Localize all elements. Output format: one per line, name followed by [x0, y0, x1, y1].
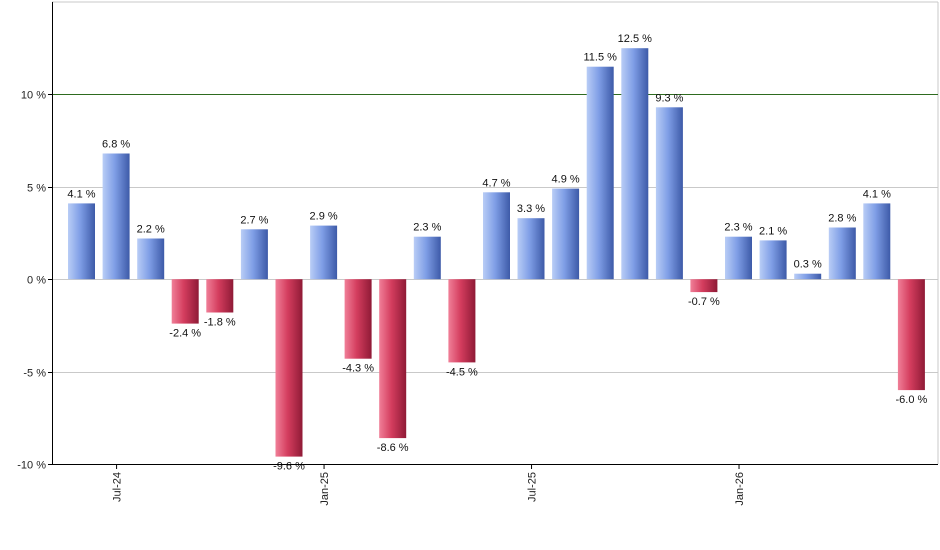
- bar: [344, 279, 372, 359]
- x-tick-label: Jan-26: [734, 472, 746, 506]
- bar: [725, 236, 752, 280]
- data-label: -4.3 %: [342, 363, 374, 375]
- bar: [448, 279, 476, 363]
- data-label: 2.2 %: [137, 224, 165, 236]
- data-label: 11.5 %: [583, 52, 617, 64]
- data-label: 4.1 %: [863, 188, 891, 200]
- bar: [794, 273, 822, 280]
- bar: [379, 279, 407, 439]
- y-tick-label: -10 %: [17, 460, 46, 472]
- y-tick-label: 10 %: [21, 90, 46, 102]
- bar: [483, 192, 510, 280]
- y-tick-label: 0 %: [27, 275, 46, 287]
- data-label: 4.1 %: [67, 188, 95, 200]
- bar: [275, 279, 303, 457]
- bar: [690, 279, 718, 293]
- data-label: -4.5 %: [446, 366, 478, 378]
- data-label: 9.3 %: [655, 92, 683, 104]
- data-label: 2.9 %: [310, 211, 338, 223]
- data-label: 2.7 %: [240, 214, 268, 226]
- data-label: 2.1 %: [759, 225, 787, 237]
- bar: [171, 279, 199, 324]
- data-label: 0.3 %: [794, 259, 822, 271]
- bar: [517, 218, 545, 280]
- bar: [240, 229, 268, 280]
- bar: [413, 236, 441, 280]
- bar: [655, 107, 683, 280]
- data-label: -6.0 %: [896, 394, 928, 406]
- data-label: 12.5 %: [618, 33, 652, 45]
- bar: [897, 279, 925, 391]
- data-label: 4.7 %: [482, 177, 510, 189]
- bar: [68, 203, 95, 280]
- x-tick-label: Jul-25: [527, 472, 539, 502]
- data-label: -2.4 %: [169, 328, 201, 340]
- data-label: 2.3 %: [413, 222, 441, 234]
- bar: [828, 227, 856, 280]
- data-label: 4.9 %: [552, 174, 580, 186]
- x-tick-label: Jan-25: [319, 472, 331, 506]
- data-label: -1.8 %: [204, 317, 236, 329]
- bar: [759, 240, 787, 280]
- data-label: -0.7 %: [688, 296, 720, 308]
- x-tick-label: Jul-24: [112, 472, 124, 502]
- grid-lines: [52, 1, 939, 464]
- data-label: 2.3 %: [724, 222, 752, 234]
- bar: [206, 279, 234, 313]
- data-label: 3.3 %: [517, 203, 545, 215]
- bar: [137, 238, 165, 280]
- y-tick-label: -5 %: [23, 368, 46, 380]
- bar: [863, 203, 891, 280]
- data-label: 6.8 %: [102, 139, 130, 151]
- bars: [68, 48, 925, 457]
- axes: -10 % -5 % 0 % 5 % 10 % Jul-24 Jan-25 Jul-25 Jan…: [17, 2, 938, 506]
- bar: [552, 188, 580, 280]
- bar: [586, 66, 614, 280]
- y-tick-label: 5 %: [27, 183, 46, 195]
- data-label: -9.6 %: [273, 461, 305, 473]
- data-label: 2.8 %: [828, 213, 856, 225]
- data-label: -8.6 %: [377, 442, 409, 454]
- data-labels: 4.1 % 6.8 % 2.2 % -2.4 %-1.8 % 2.7 % -9.6 % 2.…: [67, 33, 927, 472]
- bar: [621, 48, 649, 280]
- bar: [310, 225, 338, 280]
- bar: [102, 153, 130, 280]
